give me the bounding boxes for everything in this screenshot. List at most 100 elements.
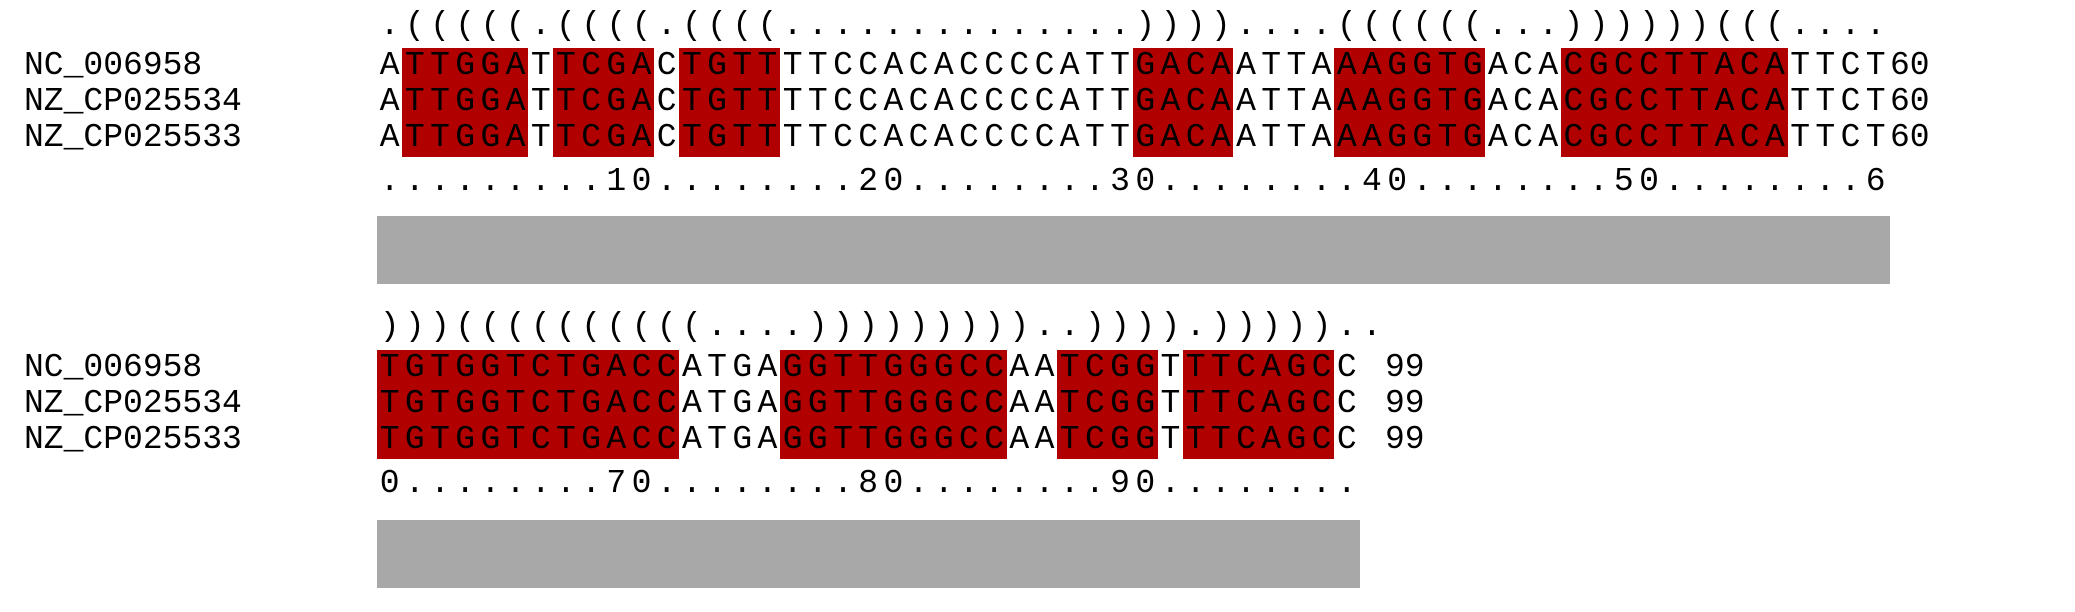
unpaired-residue: A [1538,83,1559,120]
unpaired-residue: A [1311,83,1332,120]
paired-residue: T [427,120,453,156]
unpaired-residue: T [707,385,727,422]
unpaired-residue: T [807,119,828,156]
unpaired-residue: C [984,47,1004,84]
paired-residue: G [452,422,478,458]
paired-residue: C [1183,84,1209,120]
paired-residue: G [1132,386,1158,422]
paired-residue: T [502,386,529,422]
unpaired-residue: T [782,119,803,156]
paired-residue: C [628,386,655,422]
paired-residue: C [578,120,604,156]
sequence-position-count: 99 [1385,385,1425,422]
paired-residue: A [1157,84,1183,120]
paired-residue: T [1183,350,1209,386]
unpaired-residue: T [1790,47,1810,84]
unpaired-residue: A [1236,83,1256,120]
paired-residue: G [477,120,503,156]
unpaired-residue: A [379,119,400,156]
unpaired-residue: T [1815,119,1836,156]
paired-residue: G [1460,84,1486,120]
unpaired-residue: T [1815,83,1836,120]
paired-residue: G [477,48,503,84]
paired-residue: G [1283,422,1309,458]
paired-residue: T [754,84,780,120]
unpaired-residue: T [1790,119,1810,156]
paired-residue: G [1107,422,1133,458]
paired-residue: T [427,48,453,84]
paired-residue: T [729,84,755,120]
paired-residue: A [1258,386,1284,422]
unpaired-residue: C [833,47,853,84]
paired-residue: A [603,350,629,386]
unpaired-residue: T [1865,47,1886,84]
unpaired-residue: A [883,119,904,156]
paired-residue: A [1359,48,1385,84]
unpaired-residue: A [1311,47,1332,84]
paired-residue: T [754,48,780,84]
unpaired-residue: T [1160,421,1181,458]
unpaired-residue: T [807,47,828,84]
sequence-name: NC_006958 [24,349,203,386]
paired-residue: A [1157,120,1183,156]
unpaired-residue: C [1009,119,1030,156]
paired-residue: T [830,422,856,458]
paired-residue: T [553,48,579,84]
sequence-position-count: 60 [1890,119,1930,156]
paired-residue: A [603,422,629,458]
paired-residue: A [502,48,529,84]
unpaired-residue: T [1261,47,1282,84]
paired-residue: G [402,386,428,422]
unpaired-residue: C [959,83,979,120]
paired-residue: C [1560,84,1586,120]
unpaired-residue: A [883,83,904,120]
sequence-name: NC_006958 [24,47,203,84]
paired-residue: G [1132,422,1158,458]
paired-residue: T [1686,120,1712,156]
unpaired-residue: A [1311,119,1332,156]
unpaired-residue: A [757,349,778,386]
unpaired-residue: C [1009,83,1030,120]
paired-residue: C [1737,84,1763,120]
paired-residue: T [1434,84,1461,120]
unpaired-residue: C [858,119,879,156]
paired-residue: C [654,386,680,422]
paired-residue: T [855,386,881,422]
unpaired-residue: A [681,385,702,422]
paired-residue: T [553,350,579,386]
paired-residue: A [1157,48,1183,84]
paired-residue: T [553,422,579,458]
unpaired-residue: C [984,119,1004,156]
paired-residue: A [1762,84,1788,120]
paired-residue: C [528,386,554,422]
paired-residue: G [1132,48,1158,84]
unpaired-residue: A [1487,119,1508,156]
unpaired-residue: C [1513,47,1533,84]
unpaired-residue: A [1487,47,1508,84]
unpaired-residue: A [379,83,400,120]
paired-residue: T [1661,48,1687,84]
unpaired-residue: T [530,47,551,84]
paired-residue: A [1208,48,1234,84]
unpaired-residue: A [1236,119,1256,156]
paired-residue: G [1460,120,1486,156]
paired-residue: G [780,350,806,386]
unpaired-residue: T [1160,385,1181,422]
unpaired-residue: T [530,83,551,120]
unpaired-residue: T [707,421,727,458]
paired-residue: G [578,422,604,458]
paired-residue: A [1208,120,1234,156]
unpaired-residue: A [1034,349,1055,386]
paired-residue: G [704,48,730,84]
unpaired-residue: T [1286,119,1307,156]
paired-residue: C [1611,120,1637,156]
paired-residue: C [1611,48,1637,84]
paired-residue: A [1208,84,1234,120]
paired-residue: C [1183,48,1209,84]
paired-residue: T [402,48,428,84]
unpaired-residue: A [1538,119,1559,156]
paired-residue: A [1711,48,1738,84]
paired-residue: T [427,84,453,120]
paired-residue: G [1409,120,1435,156]
